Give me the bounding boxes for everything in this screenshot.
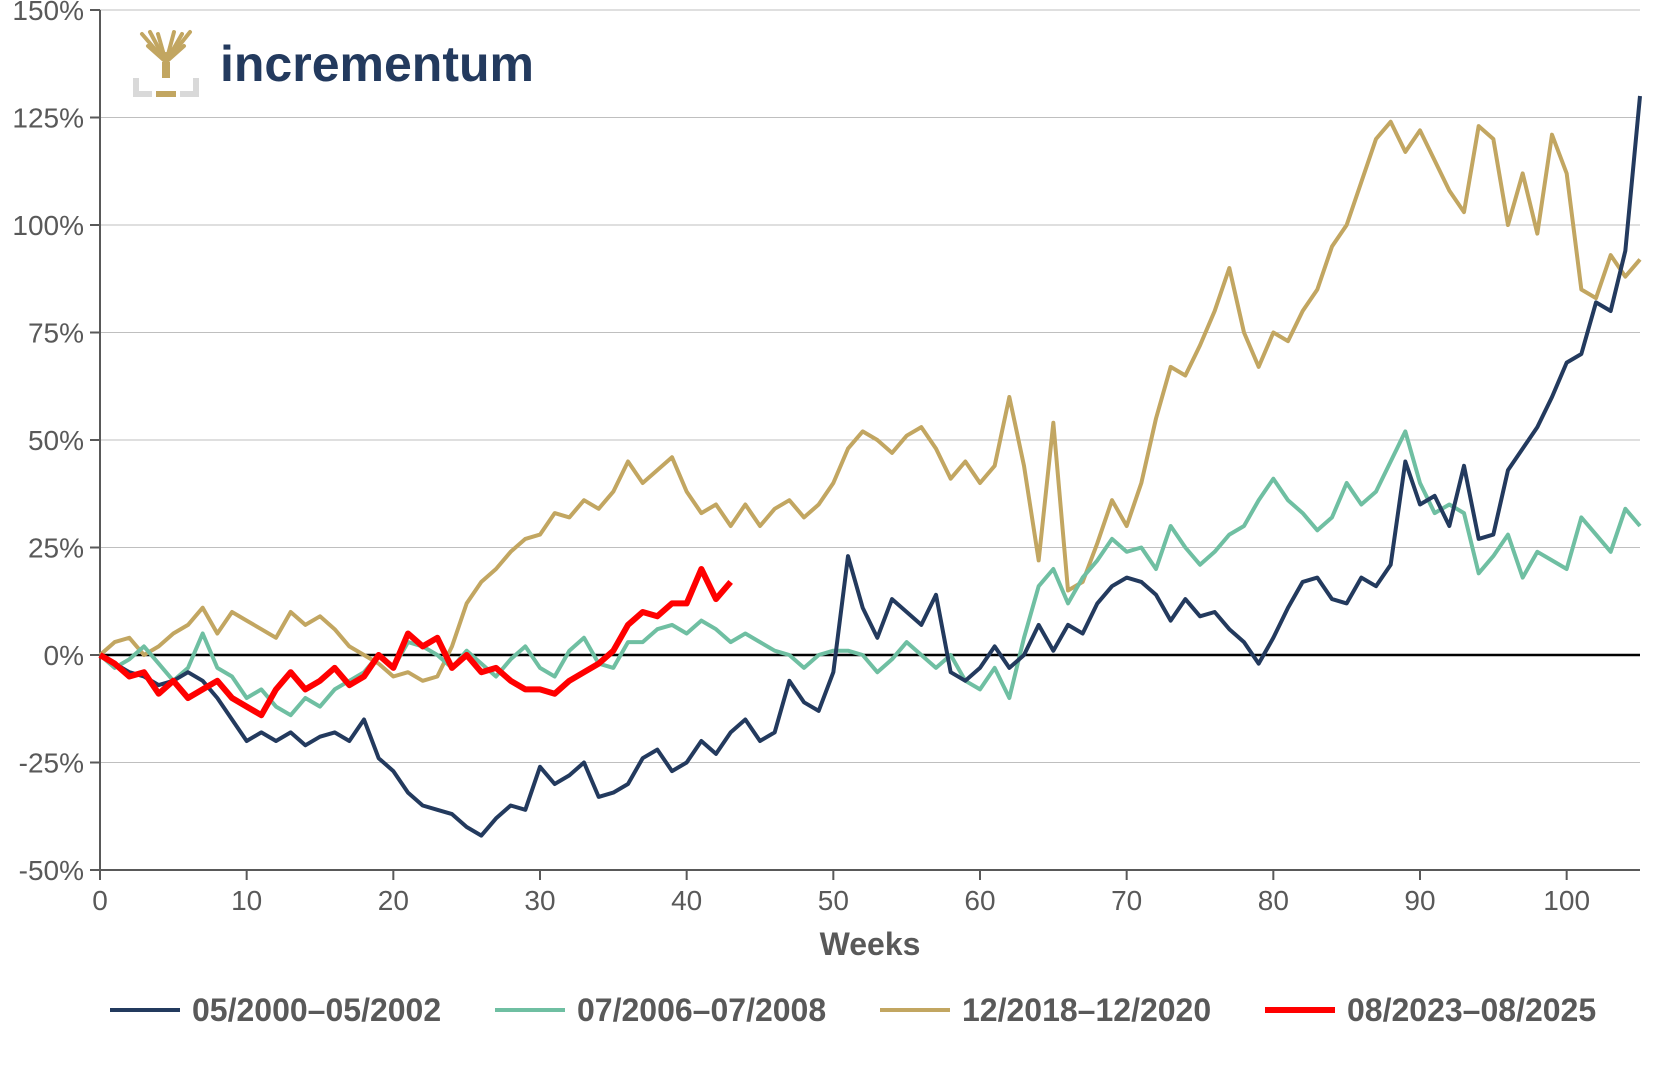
legend-label: 05/2000–05/2002 [192, 992, 441, 1028]
x-tick-label: 30 [524, 885, 555, 916]
x-tick-label: 70 [1111, 885, 1142, 916]
tree-icon [130, 28, 202, 100]
y-tick-label: 0% [44, 640, 84, 671]
legend-label: 08/2023–08/2025 [1347, 992, 1596, 1028]
y-tick-label: 150% [12, 0, 84, 26]
x-tick-label: 0 [92, 885, 108, 916]
y-tick-label: 100% [12, 210, 84, 241]
x-tick-label: 100 [1543, 885, 1590, 916]
y-tick-label: -50% [19, 855, 84, 886]
x-tick-label: 10 [231, 885, 262, 916]
x-tick-label: 60 [964, 885, 995, 916]
x-tick-label: 40 [671, 885, 702, 916]
brand-logo: incrementum [130, 28, 534, 100]
x-tick-label: 90 [1404, 885, 1435, 916]
y-tick-label: 75% [28, 318, 84, 349]
chart-container: -50% -25% 0% 25% 50% 75% 100% 125% 150% 0 10 20 30 40… [0, 0, 1677, 1066]
x-tick-label: 50 [818, 885, 849, 916]
y-tick-label: -25% [19, 748, 84, 779]
legend-label: 12/2018–12/2020 [962, 992, 1211, 1028]
x-tick-label: 20 [378, 885, 409, 916]
y-tick-label: 50% [28, 425, 84, 456]
y-tick-label: 25% [28, 533, 84, 564]
x-axis-title: Weeks [820, 926, 921, 962]
line-chart: -50% -25% 0% 25% 50% 75% 100% 125% 150% 0 10 20 30 40… [0, 0, 1677, 1066]
x-tick-label: 80 [1258, 885, 1289, 916]
legend-label: 07/2006–07/2008 [577, 992, 826, 1028]
brand-name: incrementum [220, 35, 534, 93]
y-tick-label: 125% [12, 103, 84, 134]
